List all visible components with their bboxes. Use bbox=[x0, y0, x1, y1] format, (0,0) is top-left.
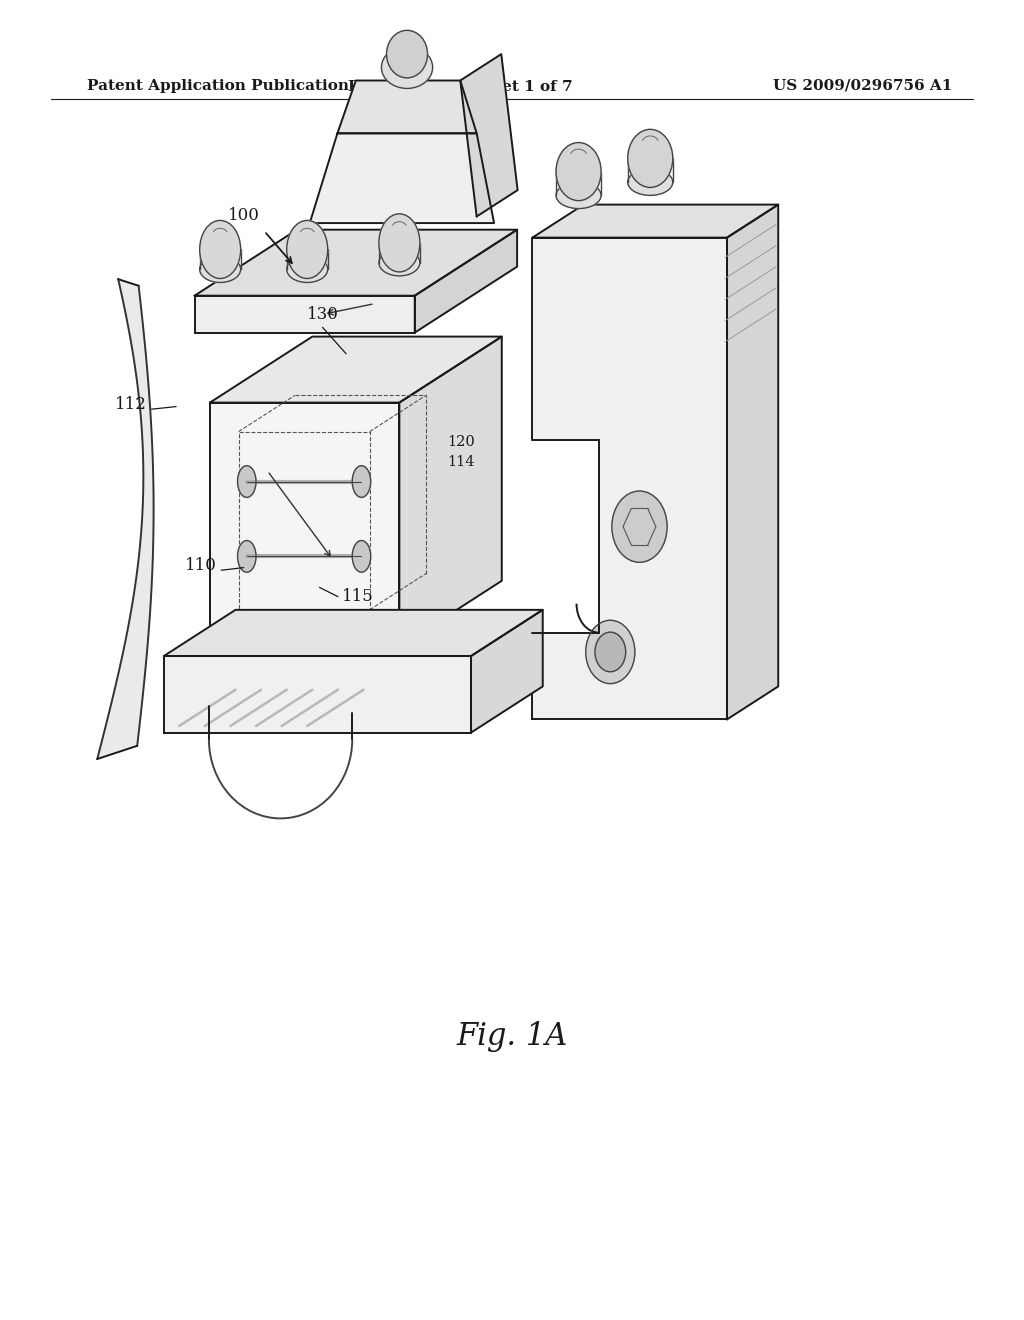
Polygon shape bbox=[210, 337, 502, 403]
Ellipse shape bbox=[200, 256, 241, 282]
Ellipse shape bbox=[287, 256, 328, 282]
Polygon shape bbox=[460, 54, 517, 216]
Polygon shape bbox=[532, 205, 778, 238]
Text: 112: 112 bbox=[115, 396, 146, 413]
Text: Patent Application Publication: Patent Application Publication bbox=[87, 79, 349, 92]
Ellipse shape bbox=[379, 249, 420, 276]
Polygon shape bbox=[399, 337, 502, 647]
Ellipse shape bbox=[200, 220, 241, 279]
Polygon shape bbox=[164, 610, 543, 656]
Polygon shape bbox=[415, 230, 517, 333]
Text: 100: 100 bbox=[227, 207, 260, 224]
Polygon shape bbox=[727, 205, 778, 719]
Ellipse shape bbox=[628, 169, 673, 195]
Polygon shape bbox=[531, 440, 599, 632]
Text: Fig. 1A: Fig. 1A bbox=[457, 1020, 567, 1052]
Ellipse shape bbox=[612, 491, 668, 562]
Ellipse shape bbox=[379, 214, 420, 272]
Polygon shape bbox=[471, 610, 543, 733]
Polygon shape bbox=[309, 133, 494, 223]
Polygon shape bbox=[337, 81, 476, 133]
Polygon shape bbox=[97, 279, 154, 759]
Ellipse shape bbox=[381, 46, 432, 88]
Text: Dec. 3, 2009   Sheet 1 of 7: Dec. 3, 2009 Sheet 1 of 7 bbox=[348, 79, 573, 92]
Ellipse shape bbox=[595, 632, 626, 672]
Ellipse shape bbox=[386, 30, 428, 78]
Text: 115: 115 bbox=[342, 587, 374, 605]
Ellipse shape bbox=[556, 143, 601, 201]
Ellipse shape bbox=[586, 620, 635, 684]
Text: 120: 120 bbox=[447, 436, 475, 449]
Ellipse shape bbox=[238, 466, 256, 498]
Polygon shape bbox=[195, 230, 517, 296]
Ellipse shape bbox=[238, 541, 256, 573]
Text: 114: 114 bbox=[447, 455, 475, 469]
Text: 130: 130 bbox=[306, 306, 339, 323]
Polygon shape bbox=[532, 238, 727, 719]
Polygon shape bbox=[195, 296, 415, 333]
Ellipse shape bbox=[287, 220, 328, 279]
Polygon shape bbox=[210, 403, 399, 647]
Ellipse shape bbox=[352, 541, 371, 573]
Text: 110: 110 bbox=[185, 557, 217, 574]
Ellipse shape bbox=[352, 466, 371, 498]
Polygon shape bbox=[164, 656, 471, 733]
Ellipse shape bbox=[556, 182, 601, 209]
Text: US 2009/0296756 A1: US 2009/0296756 A1 bbox=[773, 79, 952, 92]
Ellipse shape bbox=[628, 129, 673, 187]
